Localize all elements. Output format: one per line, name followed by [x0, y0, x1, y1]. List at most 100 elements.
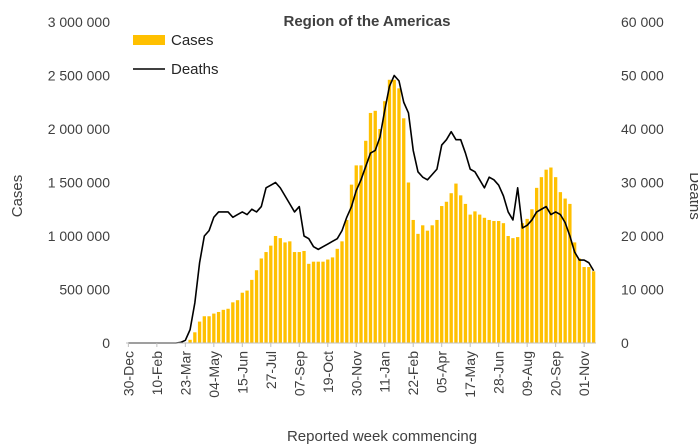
x-tick-label: 23-Mar — [177, 351, 193, 396]
cases-bar — [193, 332, 197, 343]
cases-bar — [511, 238, 515, 343]
cases-bar — [378, 129, 382, 343]
y2-tick-label: 10 000 — [621, 282, 664, 298]
x-tick-label: 10-Feb — [149, 351, 165, 396]
x-axis-title: Reported week commencing — [287, 428, 477, 445]
cases-bar — [411, 219, 415, 343]
cases-bar — [444, 201, 449, 343]
x-tick-label: 28-Jun — [491, 351, 507, 394]
x-tick-label: 15-Jun — [234, 351, 250, 394]
y2-tick-label: 50 000 — [621, 68, 664, 84]
cases-bar — [558, 192, 563, 343]
y2-axis-title: Deaths — [686, 172, 698, 220]
cases-bar — [278, 238, 282, 343]
cases-bar — [454, 183, 458, 343]
cases-bar — [568, 203, 572, 343]
cases-bar — [553, 177, 558, 343]
y2-tick-label: 20 000 — [621, 228, 664, 244]
cases-bar — [478, 214, 482, 343]
cases-bar — [297, 252, 301, 343]
cases-bar — [321, 261, 325, 343]
cases-bar — [463, 203, 468, 343]
legend-cases-label: Cases — [171, 32, 214, 49]
cases-bar — [563, 198, 567, 343]
cases-bar — [468, 214, 472, 343]
legend: Cases Deaths — [133, 32, 219, 78]
cases-bar — [368, 112, 373, 343]
cases-bar — [577, 258, 582, 343]
cases-bar — [349, 184, 354, 343]
x-axis: 30-Dec 10-Feb 23-Mar 04-May 15-Jun 27-Jul 07-S… — [120, 343, 592, 398]
y-tick-label: 500 000 — [59, 282, 110, 298]
cases-bar — [487, 219, 491, 343]
chart-title: Region of the Americas — [284, 13, 451, 30]
cases-bar — [373, 110, 377, 343]
cases-bar — [269, 245, 273, 343]
x-tick-label: 17-May — [462, 351, 478, 398]
x-tick-label: 11-Jan — [377, 351, 393, 393]
cases-bar — [364, 140, 368, 343]
cases-bar — [316, 261, 320, 343]
plot-area — [126, 74, 596, 344]
cases-bar — [501, 223, 506, 343]
cases-bar — [354, 165, 358, 343]
cases-bar — [544, 169, 548, 343]
cases-bar — [231, 302, 235, 343]
cases-bar — [397, 88, 401, 343]
cases-bar — [283, 242, 287, 343]
x-tick-label: 05-Apr — [434, 351, 450, 393]
cases-bar — [202, 316, 206, 343]
cases-bar — [292, 252, 297, 343]
cases-bar — [425, 230, 430, 343]
cases-bar — [311, 261, 316, 343]
cases-bar — [273, 236, 278, 343]
cases-bar — [525, 218, 529, 343]
cases-bar — [497, 221, 501, 343]
cases-bar — [288, 241, 292, 343]
y-tick-label: 3 000 000 — [48, 14, 110, 30]
x-tick-label: 27-Jul — [263, 351, 279, 389]
cases-bar — [473, 211, 477, 343]
cases-bar — [226, 308, 230, 343]
y-tick-label: 2 000 000 — [48, 121, 110, 137]
cases-bar — [387, 79, 392, 343]
cases-bar — [264, 252, 268, 343]
cases-bar — [539, 177, 544, 343]
cases-bar — [207, 316, 211, 343]
cases-bar — [416, 233, 420, 343]
cases-bar — [482, 217, 487, 343]
cases-bar — [383, 101, 387, 344]
x-tick-label: 22-Feb — [405, 351, 421, 396]
x-tick-label: 04-May — [206, 351, 222, 398]
cases-bar — [212, 313, 216, 343]
y-tick-label: 1 500 000 — [48, 175, 110, 191]
cases-bar — [254, 270, 259, 343]
cases-bar — [516, 237, 520, 343]
cases-bar — [421, 225, 425, 343]
x-tick-label: 30-Dec — [120, 351, 136, 396]
x-tick-label: 19-Oct — [320, 351, 336, 393]
y-axis-right: 0 10 000 20 000 30 000 40 000 50 000 60 000 — [621, 14, 664, 351]
y2-tick-label: 40 000 — [621, 121, 664, 137]
y2-tick-label: 30 000 — [621, 175, 664, 191]
cases-bar — [430, 225, 434, 343]
cases-bar — [530, 209, 534, 343]
cases-bar — [435, 219, 439, 343]
cases-bar — [188, 339, 192, 343]
cases-bar — [240, 292, 244, 343]
cases-bar — [572, 242, 577, 343]
cases-bar — [340, 241, 344, 343]
x-tick-label: 07-Sep — [291, 351, 307, 396]
cases-bar — [549, 167, 553, 343]
cases-bar — [221, 309, 225, 343]
x-tick-label: 30-Nov — [348, 351, 364, 396]
cases-bar — [587, 267, 591, 343]
cases-bars — [183, 79, 596, 344]
cases-bar — [330, 257, 335, 343]
cases-bar — [492, 221, 496, 343]
y-axis-left: 0 500 000 1 000 000 1 500 000 2 000 000 2 500… — [48, 14, 111, 351]
cases-bar — [245, 290, 249, 343]
y-tick-label: 1 000 000 — [48, 228, 110, 244]
x-tick-label: 09-Aug — [519, 351, 535, 396]
